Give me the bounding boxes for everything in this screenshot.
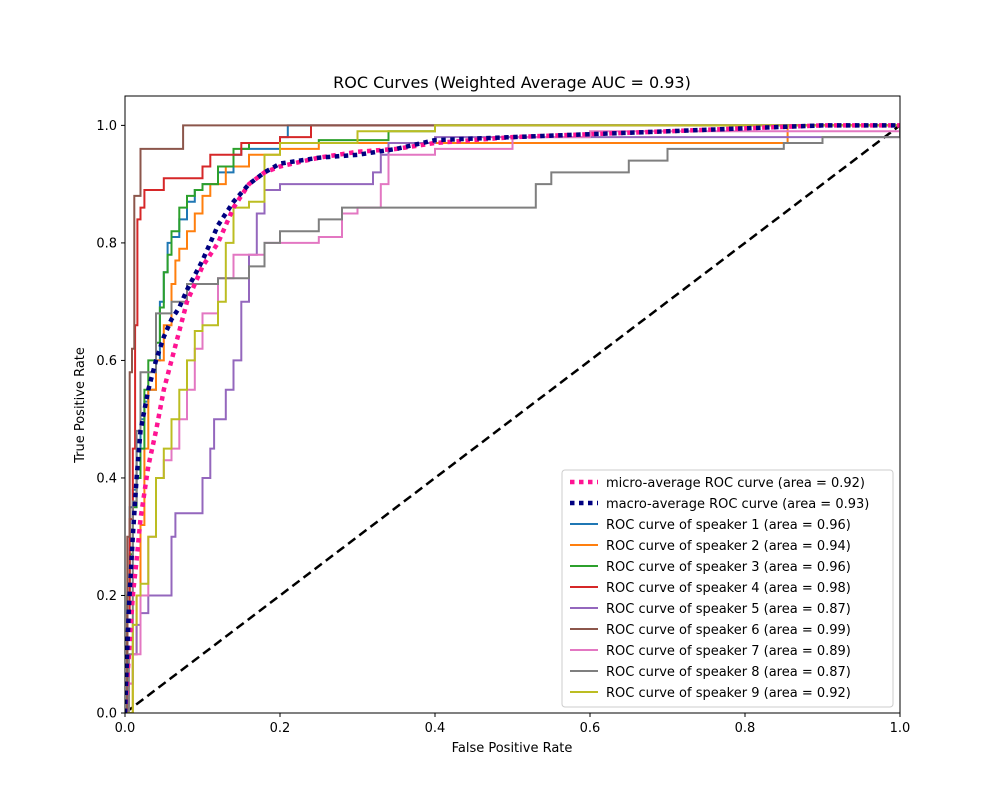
plot-frame bbox=[124, 95, 901, 714]
x-tick-label: 1.0 bbox=[890, 721, 911, 736]
y-tick-label: 0.8 bbox=[96, 236, 117, 251]
x-tick-label: 0.2 bbox=[270, 721, 291, 736]
series-line-7 bbox=[125, 124, 900, 713]
x-tick-label: 0.6 bbox=[580, 721, 601, 736]
x-tick-label: 0.0 bbox=[115, 721, 136, 736]
legend-label-4: ROC curve of speaker 3 (area = 0.96) bbox=[606, 560, 851, 575]
legend-label-3: ROC curve of speaker 2 (area = 0.94) bbox=[606, 539, 851, 554]
legend-label-9: ROC curve of speaker 8 (area = 0.87) bbox=[606, 665, 851, 680]
legend-label-10: ROC curve of speaker 9 (area = 0.92) bbox=[606, 686, 851, 701]
y-tick-label: 0.4 bbox=[96, 471, 117, 486]
legend-label-1: macro-average ROC curve (area = 0.93) bbox=[606, 497, 869, 512]
y-tick-label: 0.6 bbox=[96, 354, 117, 369]
x-axis-label: False Positive Rate bbox=[452, 741, 573, 756]
legend-label-7: ROC curve of speaker 6 (area = 0.99) bbox=[606, 623, 851, 638]
x-tick-label: 0.8 bbox=[735, 721, 756, 736]
y-tick-label: 0.0 bbox=[96, 707, 117, 722]
y-axis-label: True Positive Rate bbox=[73, 347, 88, 464]
axes: 0.0 0.2 0.4 0.6 0.8 1.0 0.0 0.2 0.4 0.6 0.8 1.0 bbox=[96, 119, 910, 736]
y-tick-label: 1.0 bbox=[96, 119, 117, 134]
legend-label-5: ROC curve of speaker 4 (area = 0.98) bbox=[606, 581, 851, 596]
chart-title: ROC Curves (Weighted Average AUC = 0.93) bbox=[333, 73, 691, 92]
series-group bbox=[125, 123, 900, 713]
series-line-10 bbox=[125, 124, 900, 713]
legend-label-0: micro-average ROC curve (area = 0.92) bbox=[606, 476, 865, 491]
series-line-9 bbox=[125, 125, 900, 713]
legend: micro-average ROC curve (area = 0.92) mac… bbox=[561, 469, 894, 708]
x-tick-label: 0.4 bbox=[425, 721, 446, 736]
chance-diagonal-line bbox=[125, 124, 900, 713]
plot-area bbox=[125, 123, 900, 713]
legend-label-2: ROC curve of speaker 1 (area = 0.96) bbox=[606, 518, 851, 533]
y-tick-label: 0.2 bbox=[96, 589, 117, 604]
series-line-6 bbox=[125, 125, 900, 713]
legend-label-8: ROC curve of speaker 7 (area = 0.89) bbox=[606, 644, 851, 659]
legend-label-6: ROC curve of speaker 5 (area = 0.87) bbox=[606, 602, 851, 617]
series-line-1 bbox=[125, 123, 900, 713]
legend-box bbox=[561, 469, 894, 708]
